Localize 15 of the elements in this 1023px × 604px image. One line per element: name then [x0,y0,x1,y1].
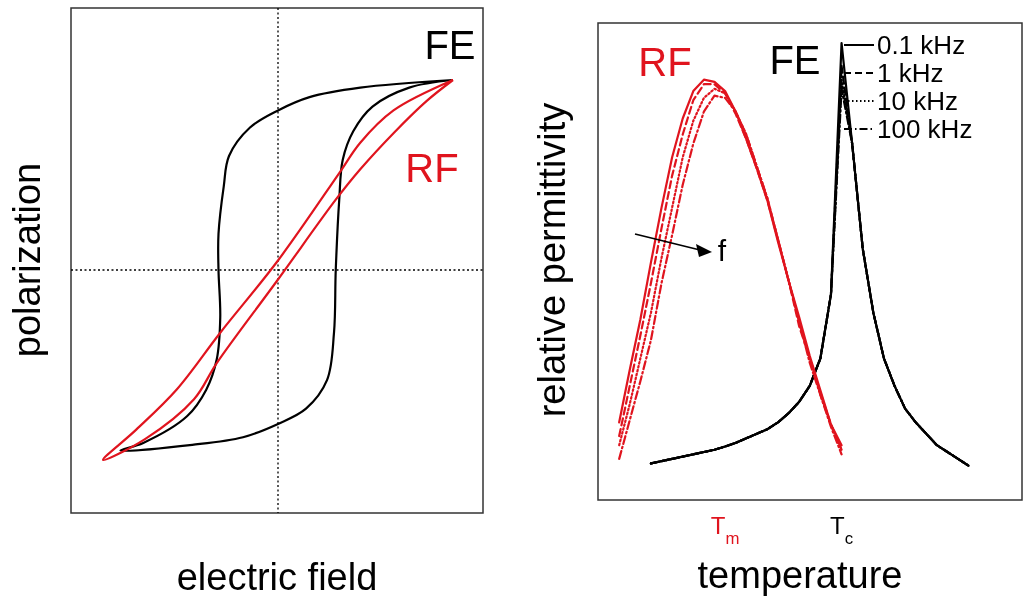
x-tick-label: T$_{c}$ [830,512,854,548]
legend-label: 1 kHz [877,58,944,89]
annotation: FE [769,38,821,82]
text: RF [405,146,459,190]
legend-label: 0.1 kHz [877,30,966,61]
x-tick-label: T$_{m}$ [710,512,740,548]
text: polarization [6,162,48,358]
annotation: RF [638,40,692,84]
x-axis-title: temperature [697,554,903,596]
legend-label: 100 kHz [877,114,973,145]
text: electric field [176,556,378,598]
y-axis-title: relative permittivity [531,102,573,418]
text: FE [424,23,476,67]
legend-label: 10 kHz [877,86,958,117]
annotation: f [717,233,727,267]
